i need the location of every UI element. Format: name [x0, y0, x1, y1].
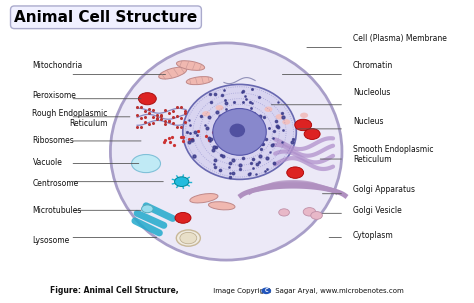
Circle shape: [261, 288, 271, 294]
Text: Golgi Apparatus: Golgi Apparatus: [353, 185, 415, 194]
Ellipse shape: [176, 61, 205, 70]
Ellipse shape: [132, 155, 161, 173]
Text: Cell (Plasma) Membrane: Cell (Plasma) Membrane: [353, 34, 447, 43]
Circle shape: [279, 209, 290, 216]
Text: Animal Cell Structure: Animal Cell Structure: [14, 10, 198, 25]
Text: Centrosome: Centrosome: [33, 179, 79, 188]
Circle shape: [275, 114, 283, 119]
Text: Lysosome: Lysosome: [33, 236, 70, 245]
Ellipse shape: [159, 67, 187, 79]
Text: Vacuole: Vacuole: [33, 158, 63, 167]
Circle shape: [287, 167, 304, 178]
Text: Microtubules: Microtubules: [33, 206, 82, 215]
Text: Figure: Animal Cell Structure,: Figure: Animal Cell Structure,: [50, 286, 179, 295]
Circle shape: [264, 107, 273, 112]
Circle shape: [174, 177, 189, 186]
Circle shape: [303, 208, 316, 216]
Text: Image Copyright: Image Copyright: [210, 288, 271, 294]
Circle shape: [311, 211, 322, 219]
Ellipse shape: [110, 43, 342, 260]
Text: Mitochondria: Mitochondria: [33, 61, 83, 70]
Text: Cytoplasm: Cytoplasm: [353, 231, 394, 241]
Ellipse shape: [186, 77, 213, 85]
Text: Ribosomes: Ribosomes: [33, 136, 74, 145]
Circle shape: [138, 93, 156, 105]
Ellipse shape: [209, 202, 235, 210]
Ellipse shape: [229, 124, 245, 137]
Circle shape: [304, 128, 320, 139]
Circle shape: [202, 111, 210, 117]
Circle shape: [283, 119, 290, 125]
Circle shape: [300, 113, 308, 118]
Text: Rough Endoplasmic
Reticulum: Rough Endoplasmic Reticulum: [33, 108, 108, 128]
Text: Sagar Aryal, www.microbenotes.com: Sagar Aryal, www.microbenotes.com: [273, 288, 404, 294]
Ellipse shape: [190, 194, 218, 203]
Circle shape: [142, 205, 153, 213]
Text: C: C: [264, 288, 268, 293]
Circle shape: [216, 105, 224, 111]
Text: Chromatin: Chromatin: [353, 61, 393, 70]
Text: Golgi Vesicle: Golgi Vesicle: [353, 206, 402, 215]
Text: Smooth Endoplasmic
Reticulum: Smooth Endoplasmic Reticulum: [353, 145, 434, 164]
Text: Nucleolus: Nucleolus: [353, 88, 391, 97]
Circle shape: [295, 119, 312, 131]
Ellipse shape: [213, 108, 266, 155]
Circle shape: [180, 232, 197, 244]
Text: Nucleus: Nucleus: [353, 117, 383, 126]
Text: Peroxisome: Peroxisome: [33, 91, 76, 100]
Circle shape: [175, 212, 191, 223]
Circle shape: [176, 230, 201, 246]
Ellipse shape: [183, 85, 296, 179]
